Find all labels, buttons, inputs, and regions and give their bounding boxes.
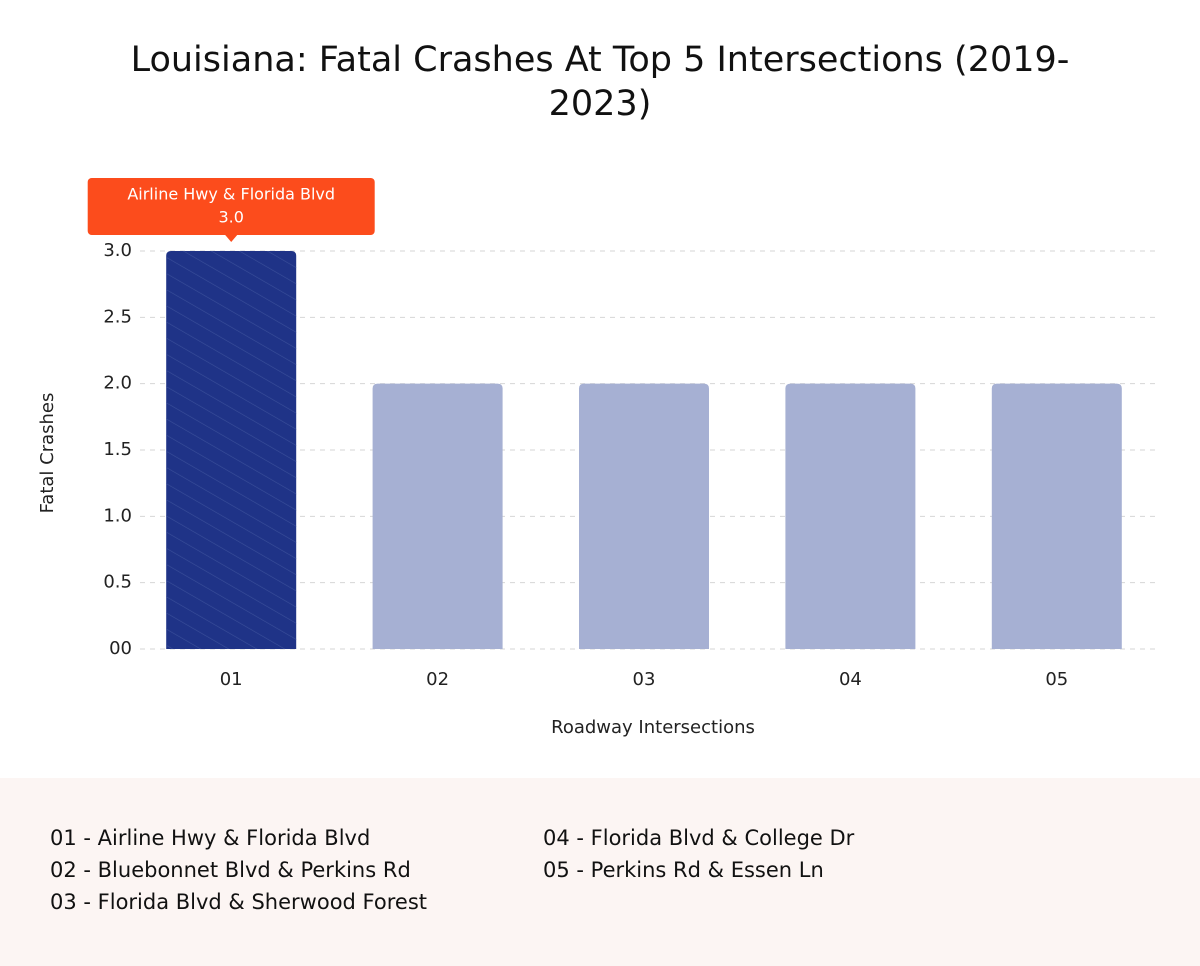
legend-item: 01 - Airline Hwy & Florida Blvd <box>50 826 371 850</box>
bar <box>785 383 916 649</box>
legend-item: 02 - Bluebonnet Blvd & Perkins Rd <box>50 858 411 882</box>
legend-item: 05 - Perkins Rd & Essen Ln <box>543 858 824 882</box>
tooltip-value: 3.0 <box>218 208 243 227</box>
y-tick-label: 0.5 <box>103 572 132 593</box>
bar <box>372 383 503 649</box>
y-tick-label: 2.5 <box>103 306 132 327</box>
bar <box>991 383 1122 649</box>
legend: 01 - Airline Hwy & Florida Blvd 02 - Blue… <box>0 778 1200 966</box>
x-tick-label: 02 <box>426 669 449 690</box>
bar-hatch <box>166 251 297 649</box>
y-tick-label: 2.0 <box>103 373 132 394</box>
x-tick-label: 01 <box>220 669 243 690</box>
x-tick-label: 05 <box>1045 669 1068 690</box>
x-tick-label: 03 <box>633 669 656 690</box>
chart: Fatal Crashes Roadway Intersections 00 0.… <box>37 178 1160 738</box>
tooltip-box <box>87 178 375 235</box>
bar <box>579 383 709 649</box>
legend-item: 03 - Florida Blvd & Sherwood Forest <box>50 890 427 914</box>
tooltip-pointer <box>225 235 238 242</box>
x-tick-label: 04 <box>839 669 862 690</box>
tooltip: Airline Hwy & Florida Blvd 3.0 <box>87 178 375 242</box>
y-tick-label: 1.0 <box>103 505 132 526</box>
y-axis-label: Fatal Crashes <box>37 393 58 514</box>
y-tick-label: 1.5 <box>103 439 132 460</box>
y-tick-label: 00 <box>109 638 132 659</box>
legend-item: 04 - Florida Blvd & College Dr <box>543 826 855 850</box>
tooltip-label: Airline Hwy & Florida Blvd <box>127 185 335 204</box>
chart-title: Louisiana: Fatal Crashes At Top 5 Inters… <box>130 40 1070 124</box>
y-tick-label: 3.0 <box>103 240 132 261</box>
x-axis-label: Roadway Intersections <box>551 717 755 738</box>
